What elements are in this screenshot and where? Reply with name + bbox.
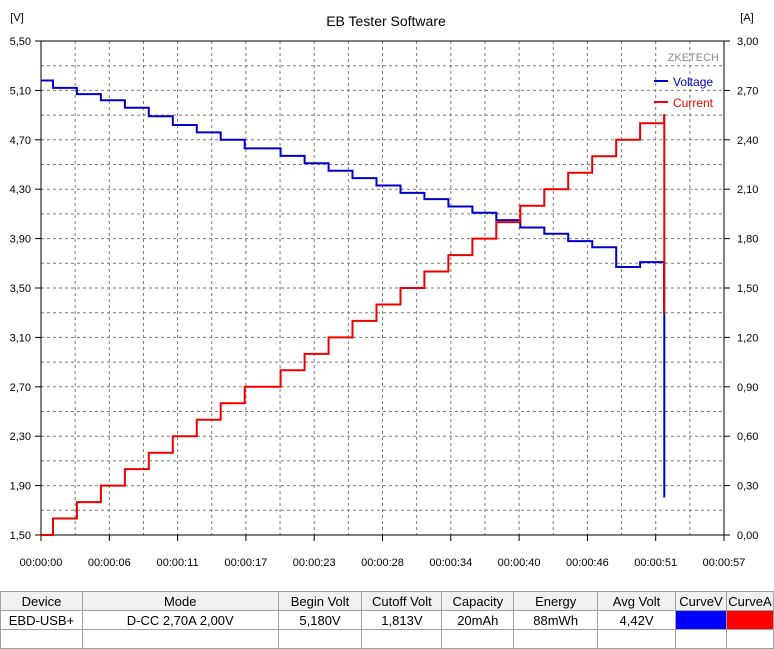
y-left-tick-label: 3,50	[10, 283, 31, 295]
empty-cell	[0, 629, 83, 649]
table-header-row: Device Mode Begin Volt Cutoff Volt Capacity E…	[0, 591, 774, 611]
column-header-cutoff-volt[interactable]: Cutoff Volt	[361, 591, 443, 611]
chart-title: EB Tester Software	[326, 13, 446, 29]
axis-tick-labels: 5,50 5,10 4,70 4,30 3,90 3,50 3,10 2,70 2,30 1,90…	[10, 36, 759, 569]
x-tick-label: 00:00:51	[634, 557, 677, 569]
empty-cell	[441, 629, 515, 649]
zketech-watermark: ZKETECH	[668, 52, 719, 64]
voltage-current-chart: EB Tester Software [V] [A] 5,50 5,10 4,70 4…	[10, 12, 759, 569]
cell-capacity: 20mAh	[441, 610, 515, 630]
results-table: Device Mode Begin Volt Cutoff Volt Capacity E…	[0, 591, 774, 649]
legend-label-current: Current	[673, 96, 714, 110]
y-right-tick-label: 2,70	[737, 85, 758, 97]
x-tick-label: 00:00:40	[498, 557, 541, 569]
series-line-voltage	[41, 79, 666, 498]
cell-cutoff-volt: 1,813V	[361, 610, 443, 630]
table-row[interactable]: EBD-USB+ D-CC 2,70A 2,00V 5,180V 1,813V 20mA…	[0, 610, 774, 630]
chart-area: EB Tester Software [V] [A] 5,50 5,10 4,70 4…	[10, 12, 759, 569]
y-left-tick-label: 5,10	[10, 85, 31, 97]
x-tick-label: 00:00:34	[429, 557, 472, 569]
x-tick-label: 00:00:00	[20, 557, 63, 569]
y-right-tick-label: 0,90	[737, 382, 758, 394]
x-tick-label: 00:00:28	[361, 557, 404, 569]
y-left-tick-label: 1,90	[10, 481, 31, 493]
column-header-avg-volt[interactable]: Avg Volt	[597, 591, 676, 611]
x-tick-label: 00:00:06	[88, 557, 131, 569]
y-right-tick-label: 2,10	[737, 184, 758, 196]
y-left-unit-label: [V]	[10, 12, 23, 24]
y-left-tick-label: 2,30	[10, 431, 31, 443]
grid-lines	[41, 41, 724, 535]
curve-v-color-swatch[interactable]	[674, 610, 727, 630]
y-right-tick-label: 0,00	[737, 530, 758, 542]
y-right-unit-label: [A]	[740, 12, 753, 24]
y-right-tick-label: 3,00	[737, 36, 758, 48]
column-header-curvea[interactable]: CurveA	[725, 591, 774, 611]
column-header-energy[interactable]: Energy	[513, 591, 599, 611]
column-header-curvev[interactable]: CurveV	[674, 591, 727, 611]
data-series	[41, 79, 666, 536]
y-right-tick-label: 2,40	[737, 135, 758, 147]
y-right-tick-label: 1,80	[737, 234, 758, 246]
empty-cell	[597, 629, 676, 649]
x-tick-label: 00:00:23	[293, 557, 336, 569]
y-right-tick-label: 1,50	[737, 283, 758, 295]
x-tick-label: 00:00:46	[566, 557, 609, 569]
cell-energy: 88mWh	[513, 610, 599, 630]
y-left-tick-label: 1,50	[10, 530, 31, 542]
y-left-tick-label: 4,30	[10, 184, 31, 196]
empty-cell	[513, 629, 599, 649]
y-left-tick-label: 5,50	[10, 36, 31, 48]
cell-avg-volt: 4,42V	[597, 610, 676, 630]
column-header-mode[interactable]: Mode	[81, 591, 279, 611]
column-header-device[interactable]: Device	[0, 591, 83, 611]
table-empty-row	[0, 629, 774, 649]
empty-cell	[674, 629, 727, 649]
curve-a-color-swatch[interactable]	[725, 610, 774, 630]
legend: Voltage Current	[654, 75, 714, 110]
y-right-tick-label: 1,20	[737, 332, 758, 344]
y-left-tick-label: 4,70	[10, 135, 31, 147]
column-header-capacity[interactable]: Capacity	[441, 591, 515, 611]
y-left-tick-label: 3,90	[10, 234, 31, 246]
x-tick-label: 00:00:17	[224, 557, 267, 569]
y-left-tick-label: 3,10	[10, 332, 31, 344]
empty-cell	[725, 629, 774, 649]
column-header-begin-volt[interactable]: Begin Volt	[277, 591, 363, 611]
empty-cell	[361, 629, 443, 649]
y-right-tick-label: 0,30	[737, 481, 758, 493]
legend-label-voltage: Voltage	[673, 75, 713, 89]
empty-cell	[277, 629, 363, 649]
y-right-tick-label: 0,60	[737, 431, 758, 443]
empty-cell	[81, 629, 279, 649]
cell-begin-volt: 5,180V	[277, 610, 363, 630]
x-tick-label: 00:00:57	[703, 557, 746, 569]
x-tick-label: 00:00:11	[157, 557, 199, 569]
y-left-tick-label: 2,70	[10, 382, 31, 394]
cell-device: EBD-USB+	[0, 610, 83, 630]
cell-mode: D-CC 2,70A 2,00V	[81, 610, 279, 630]
series-line-current	[41, 114, 666, 536]
